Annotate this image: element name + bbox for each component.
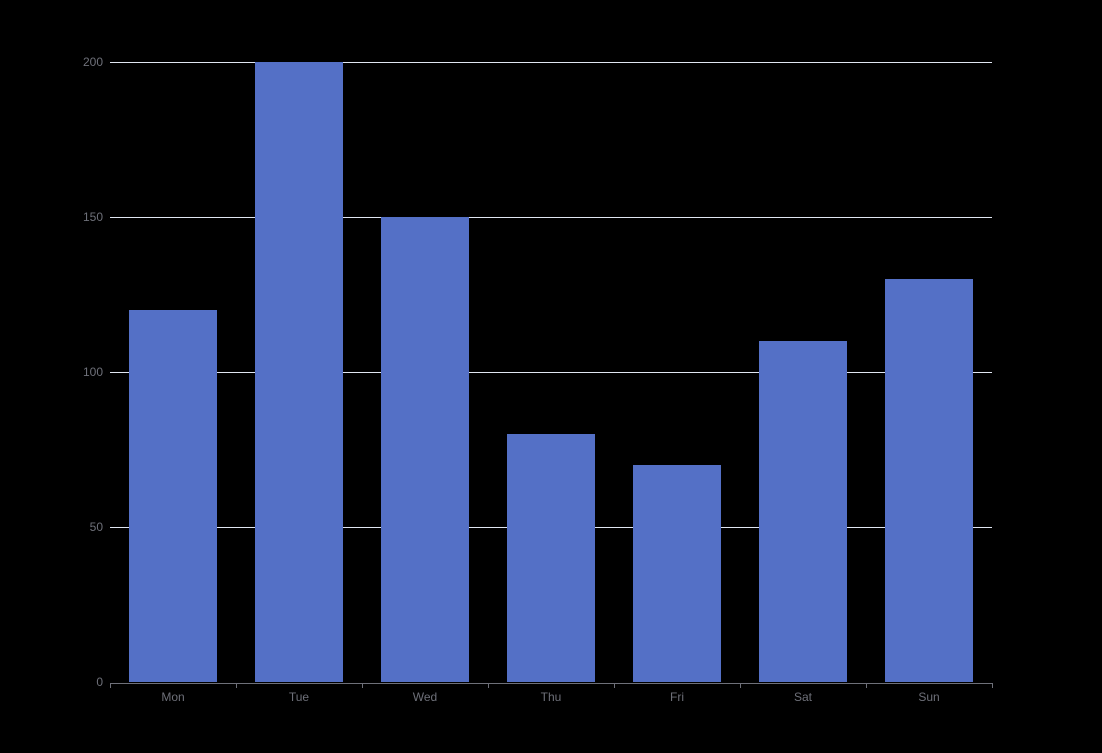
- bar-mon[interactable]: [129, 310, 217, 682]
- x-axis-line: [110, 683, 992, 684]
- x-axis-tick-label-sun: Sun: [918, 690, 940, 704]
- x-axis-tick-label-mon: Mon: [161, 690, 185, 704]
- x-axis-tick: [614, 683, 615, 688]
- x-axis-tick: [236, 683, 237, 688]
- x-axis-tick: [992, 683, 993, 688]
- x-axis-tick: [110, 683, 111, 688]
- x-axis-tick-label-thu: Thu: [540, 690, 562, 704]
- bar-tue[interactable]: [255, 62, 343, 682]
- x-axis-tick: [866, 683, 867, 688]
- y-axis-tick-label-200: 200: [82, 55, 103, 69]
- gridline-150: [110, 217, 992, 218]
- x-axis-tick-label-wed: Wed: [412, 690, 438, 704]
- gridline-200: [110, 62, 992, 63]
- y-axis-tick-label-100: 100: [82, 365, 103, 379]
- bar-thu[interactable]: [507, 434, 595, 682]
- bar-fri[interactable]: [633, 465, 721, 682]
- y-axis-tick-label-150: 150: [82, 210, 103, 224]
- x-axis-tick-label-tue: Tue: [288, 690, 310, 704]
- y-axis-tick-label-0: 0: [96, 675, 103, 689]
- bar-wed[interactable]: [381, 217, 469, 682]
- x-axis-tick-label-sat: Sat: [793, 690, 812, 704]
- x-axis-tick: [488, 683, 489, 688]
- y-axis-tick-label-50: 50: [89, 520, 103, 534]
- bar-sat[interactable]: [759, 341, 847, 682]
- x-axis-tick: [362, 683, 363, 688]
- x-axis-tick: [740, 683, 741, 688]
- x-axis-tick-label-fri: Fri: [670, 690, 684, 704]
- gridline-100: [110, 372, 992, 373]
- bar-sun[interactable]: [885, 279, 973, 682]
